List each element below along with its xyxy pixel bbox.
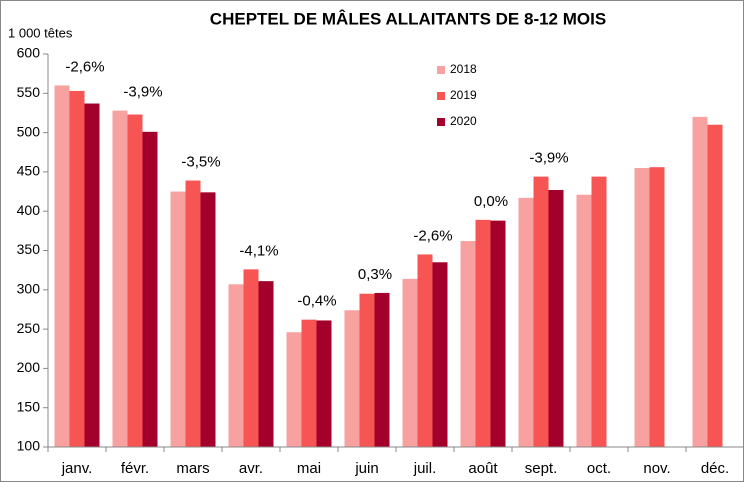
bar [707, 124, 723, 448]
annotation: 0,0% [474, 193, 508, 210]
x-tick-label: mars [176, 460, 209, 477]
x-tick-label: nov. [643, 460, 670, 477]
y-tick-label: 600 [17, 45, 41, 61]
bar [692, 116, 708, 447]
x-tick-label: sept. [525, 460, 558, 477]
bar [112, 110, 128, 447]
bar [84, 103, 100, 447]
annotation: -2,6% [413, 227, 452, 244]
y-tick-label: 450 [17, 163, 41, 179]
legend-swatch [437, 118, 445, 126]
annotation: -3,9% [123, 84, 162, 101]
y-tick-label: 200 [17, 359, 41, 375]
bar [518, 197, 534, 447]
annotation: -4,1% [239, 242, 278, 259]
bar [127, 114, 143, 447]
legend-label: 2019 [450, 88, 477, 102]
y-tick-label: 250 [17, 320, 41, 336]
bar [142, 131, 158, 447]
bar [576, 194, 592, 447]
y-axis-label: 1 000 têtes [8, 25, 73, 40]
bar [344, 310, 360, 447]
annotation: 0,3% [358, 266, 392, 283]
legend-swatch [437, 92, 445, 100]
bar [548, 189, 564, 447]
y-tick-label: 150 [17, 398, 41, 414]
bar [591, 176, 607, 447]
bar [185, 180, 201, 447]
bar [228, 284, 244, 447]
bar [286, 332, 302, 447]
x-tick-label: mai [297, 460, 321, 477]
bar [533, 176, 549, 447]
bar [475, 219, 491, 447]
x-tick-label: juil. [413, 460, 437, 477]
bar [417, 254, 433, 447]
x-tick-label: oct. [587, 460, 611, 477]
bar [200, 192, 216, 447]
bar [54, 85, 70, 447]
bar [649, 167, 665, 447]
annotation: -3,9% [529, 150, 568, 167]
annotation: -3,5% [181, 154, 220, 171]
y-tick-label: 500 [17, 123, 41, 139]
bar [301, 319, 317, 447]
annotation: -2,6% [65, 58, 104, 75]
y-tick-label: 350 [17, 241, 41, 257]
legend-label: 2020 [450, 114, 477, 128]
bar [316, 320, 332, 447]
bar [490, 220, 506, 447]
x-tick-label: janv. [61, 460, 93, 477]
x-tick-label: juin [354, 460, 378, 477]
bar [243, 269, 259, 447]
x-tick-label: août [468, 460, 498, 477]
x-tick-label: févr. [121, 460, 149, 477]
annotation: -0,4% [297, 293, 336, 310]
bar [69, 90, 85, 447]
bar [432, 262, 448, 447]
bar [359, 293, 375, 447]
bar [402, 278, 418, 447]
bar [634, 167, 650, 447]
bar [170, 191, 186, 447]
chart-title: CHEPTEL DE MÂLES ALLAITANTS DE 8-12 MOIS [210, 9, 606, 28]
bar [460, 241, 476, 447]
legend-label: 2018 [450, 62, 477, 76]
x-tick-label: déc. [701, 460, 729, 477]
y-tick-label: 550 [17, 84, 41, 100]
bar [258, 281, 274, 447]
x-tick-label: avr. [239, 460, 263, 477]
bar [374, 292, 390, 447]
y-tick-label: 400 [17, 202, 41, 218]
y-tick-label: 300 [17, 281, 41, 297]
legend-swatch [437, 66, 445, 74]
y-tick-label: 100 [17, 438, 41, 454]
